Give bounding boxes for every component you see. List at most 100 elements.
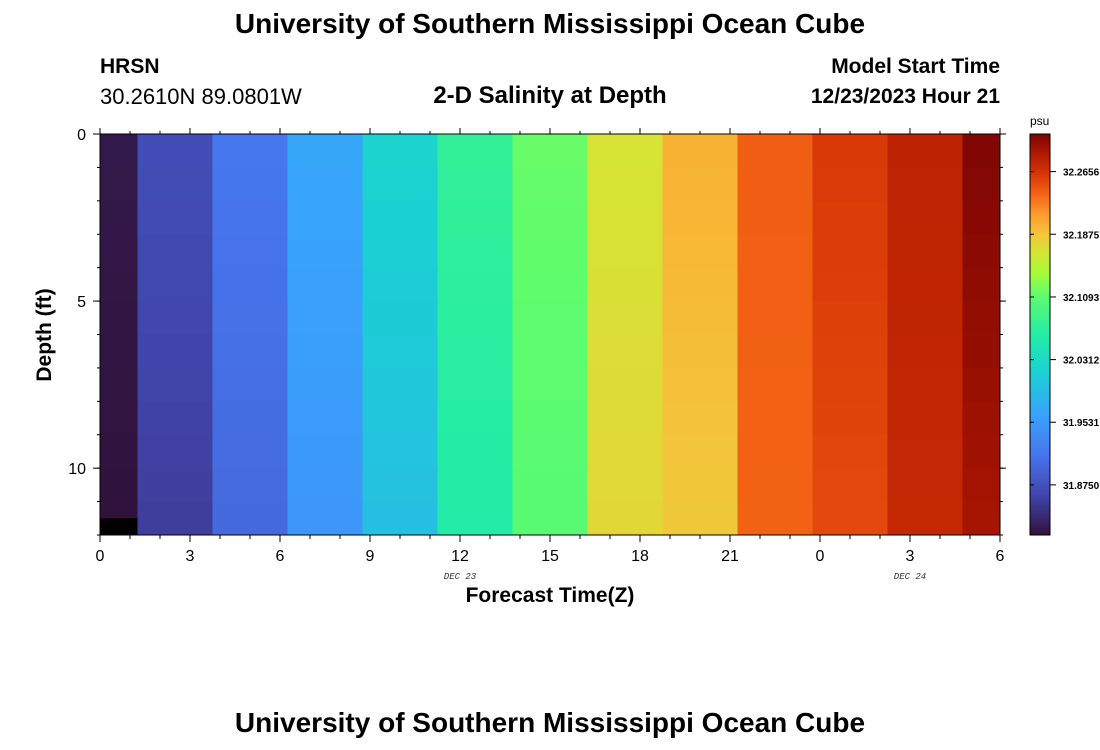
heatmap-cell-7-2 (587, 200, 663, 235)
heatmap-cell-12-3 (962, 234, 1001, 269)
heatmap-cell-6-3 (512, 234, 588, 269)
heatmap-cell-10-4 (812, 267, 888, 302)
heatmap-cell-3-2 (287, 200, 363, 235)
heatmap-cell-2-6 (212, 334, 288, 369)
heatmap-cell-11-8 (887, 401, 963, 436)
heatmap-cell-3-9 (287, 434, 363, 469)
heatmap-cell-10-0 (812, 134, 888, 168)
heatmap-cell-4-6 (362, 334, 438, 369)
heatmap-cell-4-5 (362, 301, 438, 335)
heatmap-cell-3-10 (287, 468, 363, 503)
heatmap-cell-1-8 (137, 401, 213, 436)
model-start-label: Model Start Time (831, 55, 1000, 78)
heatmap-cell-7-3 (587, 234, 663, 269)
heatmap-cell-4-3 (362, 234, 438, 269)
heatmap-cell-7-6 (587, 334, 663, 369)
heatmap-cell-10-2 (812, 200, 888, 235)
heatmap-cell-12-2 (962, 200, 1001, 235)
heatmap-cell-3-7 (287, 367, 363, 402)
station-coordinates: 30.2610N 89.0801W (100, 84, 302, 109)
heatmap-cell-8-10 (662, 468, 738, 503)
heatmap-cell-4-0 (362, 134, 438, 168)
x-tick-label-1: 3 (186, 548, 195, 565)
heatmap-cell-5-9 (437, 434, 513, 469)
heatmap-cell-3-6 (287, 334, 363, 369)
heatmap-cell-12-7 (962, 367, 1001, 402)
heatmap-cell-10-10 (812, 468, 888, 503)
heatmap-cell-11-10 (887, 468, 963, 503)
heatmap-cell-9-10 (737, 468, 813, 503)
x-axis-label: Forecast Time(Z) (465, 584, 635, 607)
heatmap-cell-8-6 (662, 334, 738, 369)
heatmap-cell-7-11 (587, 501, 663, 536)
station-name: HRSN (100, 55, 160, 78)
heatmap-cell-8-2 (662, 200, 738, 235)
heatmap-cell-5-8 (437, 401, 513, 436)
chart-subtitle: 2-D Salinity at Depth (433, 82, 667, 109)
heatmap-cell-6-2 (512, 200, 588, 235)
colorbar-tick-label-0: 31.8750 (1063, 481, 1100, 492)
heatmap-cell-1-4 (137, 267, 213, 302)
heatmap-cell-6-1 (512, 167, 588, 202)
heatmap-cell-12-10 (962, 468, 1001, 503)
model-start-value: 12/23/2023 Hour 21 (810, 85, 1000, 108)
heatmap-cell-11-5 (887, 301, 963, 335)
heatmap-cell-6-9 (512, 434, 588, 469)
heatmap-cell-10-7 (812, 367, 888, 402)
no-data-cell-0 (100, 518, 138, 535)
heatmap-cell-1-2 (137, 200, 213, 235)
heatmap-cell-6-8 (512, 401, 588, 436)
heatmap-cell-7-8 (587, 401, 663, 436)
heatmap-cell-9-3 (737, 234, 813, 269)
heatmap-cell-12-6 (962, 334, 1001, 369)
heatmap-cell-0-1 (100, 167, 138, 202)
heatmap-cell-10-3 (812, 234, 888, 269)
heatmap-cell-3-4 (287, 267, 363, 302)
heatmap-cell-4-10 (362, 468, 438, 503)
heatmap-cell-12-1 (962, 167, 1001, 202)
heatmap-cell-0-2 (100, 200, 138, 235)
heatmap-cell-6-5 (512, 301, 588, 335)
heatmap-cell-10-6 (812, 334, 888, 369)
x-tick-label-2: 6 (276, 548, 285, 565)
heatmap-cell-12-4 (962, 267, 1001, 302)
heatmap-cell-5-6 (437, 334, 513, 369)
heatmap-cell-8-4 (662, 267, 738, 302)
x-tick-label-9: 3 (906, 548, 915, 565)
heatmap-cell-8-0 (662, 134, 738, 168)
heatmap-cell-0-7 (100, 367, 138, 402)
colorbar-tick-label-3: 32.1093 (1063, 293, 1100, 304)
heatmap-cell-12-11 (962, 501, 1001, 536)
heatmap-cell-3-3 (287, 234, 363, 269)
colorbar-tick-label-4: 32.1875 (1063, 230, 1100, 241)
heatmap-cell-4-11 (362, 501, 438, 536)
heatmap-cell-9-1 (737, 167, 813, 202)
x-tick-label-4: 12 (451, 548, 469, 565)
heatmap-cell-9-11 (737, 501, 813, 536)
heatmap-cell-8-9 (662, 434, 738, 469)
heatmap-cell-9-5 (737, 301, 813, 335)
date-label-1: DEC 24 (894, 572, 926, 582)
heatmap-cell-2-1 (212, 167, 288, 202)
heatmap-cell-1-11 (137, 501, 213, 536)
heatmap-cell-10-8 (812, 401, 888, 436)
heatmap-cell-4-9 (362, 434, 438, 469)
heatmap-cell-11-4 (887, 267, 963, 302)
heatmap-cell-6-6 (512, 334, 588, 369)
heatmap-cell-5-11 (437, 501, 513, 536)
x-tick-label-3: 9 (366, 548, 375, 565)
heatmap-cell-4-7 (362, 367, 438, 402)
heatmap-cell-7-7 (587, 367, 663, 402)
heatmap-cell-2-5 (212, 301, 288, 335)
heatmap-cell-4-1 (362, 167, 438, 202)
colorbar-tick-label-1: 31.9531 (1063, 418, 1100, 429)
heatmap-cell-8-3 (662, 234, 738, 269)
footer-title: University of Southern Mississippi Ocean… (234, 707, 866, 738)
y-tick-label-0: 0 (77, 127, 86, 144)
heatmap-cell-7-0 (587, 134, 663, 168)
heatmap-cell-9-6 (737, 334, 813, 369)
heatmap-cell-7-9 (587, 434, 663, 469)
heatmap-cell-8-8 (662, 401, 738, 436)
heatmap-cell-8-11 (662, 501, 738, 536)
